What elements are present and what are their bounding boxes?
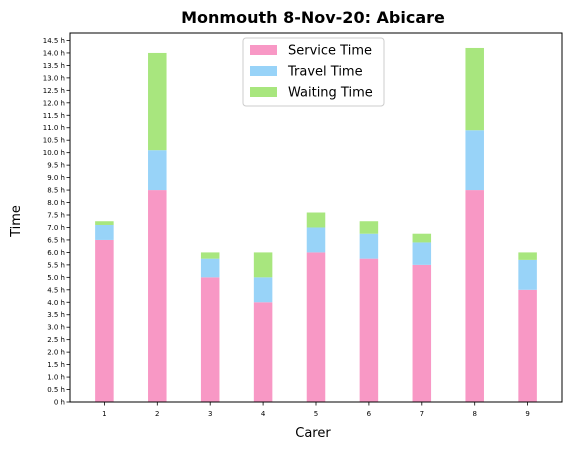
x-tick-label: 3 (208, 410, 212, 418)
y-tick-label: 3.5 h (47, 311, 65, 319)
bar-waiting-time-carer-9 (518, 252, 537, 260)
bar-service-time-carer-1 (95, 239, 114, 402)
y-tick-label: 6.0 h (47, 249, 65, 257)
legend-swatch-waiting-time (250, 87, 277, 97)
bar-service-time-carer-5 (306, 252, 326, 402)
y-tick-label: 10.5 h (43, 137, 65, 145)
x-axis: 1 2 3 4 5 6 7 8 9 (102, 402, 530, 418)
y-tick-label: 11.5 h (43, 112, 65, 120)
chart-title: Monmouth 8-Nov-20: Abicare (181, 8, 445, 27)
y-axis: 0 h 0.5 h 1.0 h 1.5 h 2.0 h 2.5 h 3.0 h 3.5 h 4.… (43, 37, 70, 407)
y-tick-label: 12.0 h (43, 99, 65, 107)
y-tick-label: 13.0 h (43, 74, 65, 82)
y-tick-label: 0.5 h (47, 386, 65, 394)
y-tick-label: 1.0 h (47, 374, 65, 382)
bar-travel-time-carer-5 (306, 227, 326, 253)
legend-label-waiting-time: Waiting Time (288, 86, 373, 101)
bar-waiting-time-carer-5 (306, 212, 326, 228)
bar-travel-time-carer-1 (95, 224, 114, 240)
bar-waiting-time-carer-6 (359, 221, 379, 234)
y-tick-label: 10.0 h (43, 149, 65, 157)
bar-waiting-time-carer-2 (148, 52, 167, 151)
bar-travel-time-carer-3 (200, 258, 220, 278)
plot-frame (69, 32, 563, 403)
bar-service-time-carer-2 (148, 190, 167, 402)
x-tick-label: 2 (155, 410, 159, 418)
legend-label-service-time: Service Time (288, 44, 372, 59)
x-tick-label: 9 (525, 410, 529, 418)
y-tick-label: 4.0 h (47, 299, 65, 307)
bar-service-time-carer-9 (518, 289, 537, 402)
bar-travel-time-carer-4 (253, 277, 273, 303)
y-tick-label: 2.0 h (47, 349, 65, 357)
bar-service-time-carer-6 (359, 258, 379, 402)
y-tick-label: 2.5 h (47, 336, 65, 344)
y-tick-label: 5.5 h (47, 261, 65, 269)
x-tick-label: 8 (472, 410, 476, 418)
y-tick-label: 3.0 h (47, 324, 65, 332)
x-tick-label: 4 (261, 410, 266, 418)
bar-waiting-time-carer-1 (95, 221, 114, 225)
y-tick-label: 12.5 h (43, 87, 65, 95)
x-tick-label: 6 (367, 410, 372, 418)
y-tick-label: 7.5 h (47, 212, 65, 220)
legend-label-travel-time: Travel Time (287, 65, 363, 80)
x-tick-label: 5 (314, 410, 318, 418)
bar-waiting-time-carer-4 (253, 252, 273, 278)
y-tick-label: 14.0 h (43, 49, 65, 57)
y-axis-label: Time (9, 205, 24, 238)
x-tick-label: 1 (102, 410, 106, 418)
bar-service-time-carer-4 (253, 302, 273, 402)
bar-travel-time-carer-8 (465, 130, 484, 191)
y-tick-label: 4.5 h (47, 286, 65, 294)
y-tick-label: 8.0 h (47, 199, 65, 207)
bar-waiting-time-carer-3 (200, 252, 220, 259)
x-tick-label: 7 (420, 410, 424, 418)
bar-travel-time-carer-7 (412, 242, 432, 265)
legend-swatch-service-time (250, 45, 277, 55)
y-tick-label: 9.5 h (47, 162, 65, 170)
y-tick-label: 9.0 h (47, 174, 65, 182)
x-axis-label: Carer (295, 426, 331, 441)
bars-group (95, 47, 537, 402)
bar-service-time-carer-7 (412, 264, 432, 402)
bar-waiting-time-carer-8 (465, 47, 484, 131)
bar-travel-time-carer-9 (518, 259, 537, 290)
bar-travel-time-carer-6 (359, 233, 379, 259)
bar-waiting-time-carer-7 (412, 233, 432, 243)
y-tick-label: 0 h (54, 399, 65, 407)
y-tick-label: 7.0 h (47, 224, 65, 232)
legend: Service Time Travel Time Waiting Time (242, 37, 385, 107)
legend-box (242, 37, 385, 107)
y-tick-label: 14.5 h (43, 37, 65, 45)
legend-swatch-travel-time (250, 66, 277, 76)
y-tick-label: 1.5 h (47, 361, 65, 369)
y-tick-label: 11.0 h (43, 124, 65, 132)
y-tick-label: 5.0 h (47, 274, 65, 282)
y-tick-label: 6.5 h (47, 236, 65, 244)
bar-service-time-carer-8 (465, 190, 484, 402)
y-tick-label: 8.5 h (47, 187, 65, 195)
bar-service-time-carer-3 (200, 277, 220, 402)
y-tick-label: 13.5 h (43, 62, 65, 70)
bar-travel-time-carer-2 (148, 150, 167, 191)
